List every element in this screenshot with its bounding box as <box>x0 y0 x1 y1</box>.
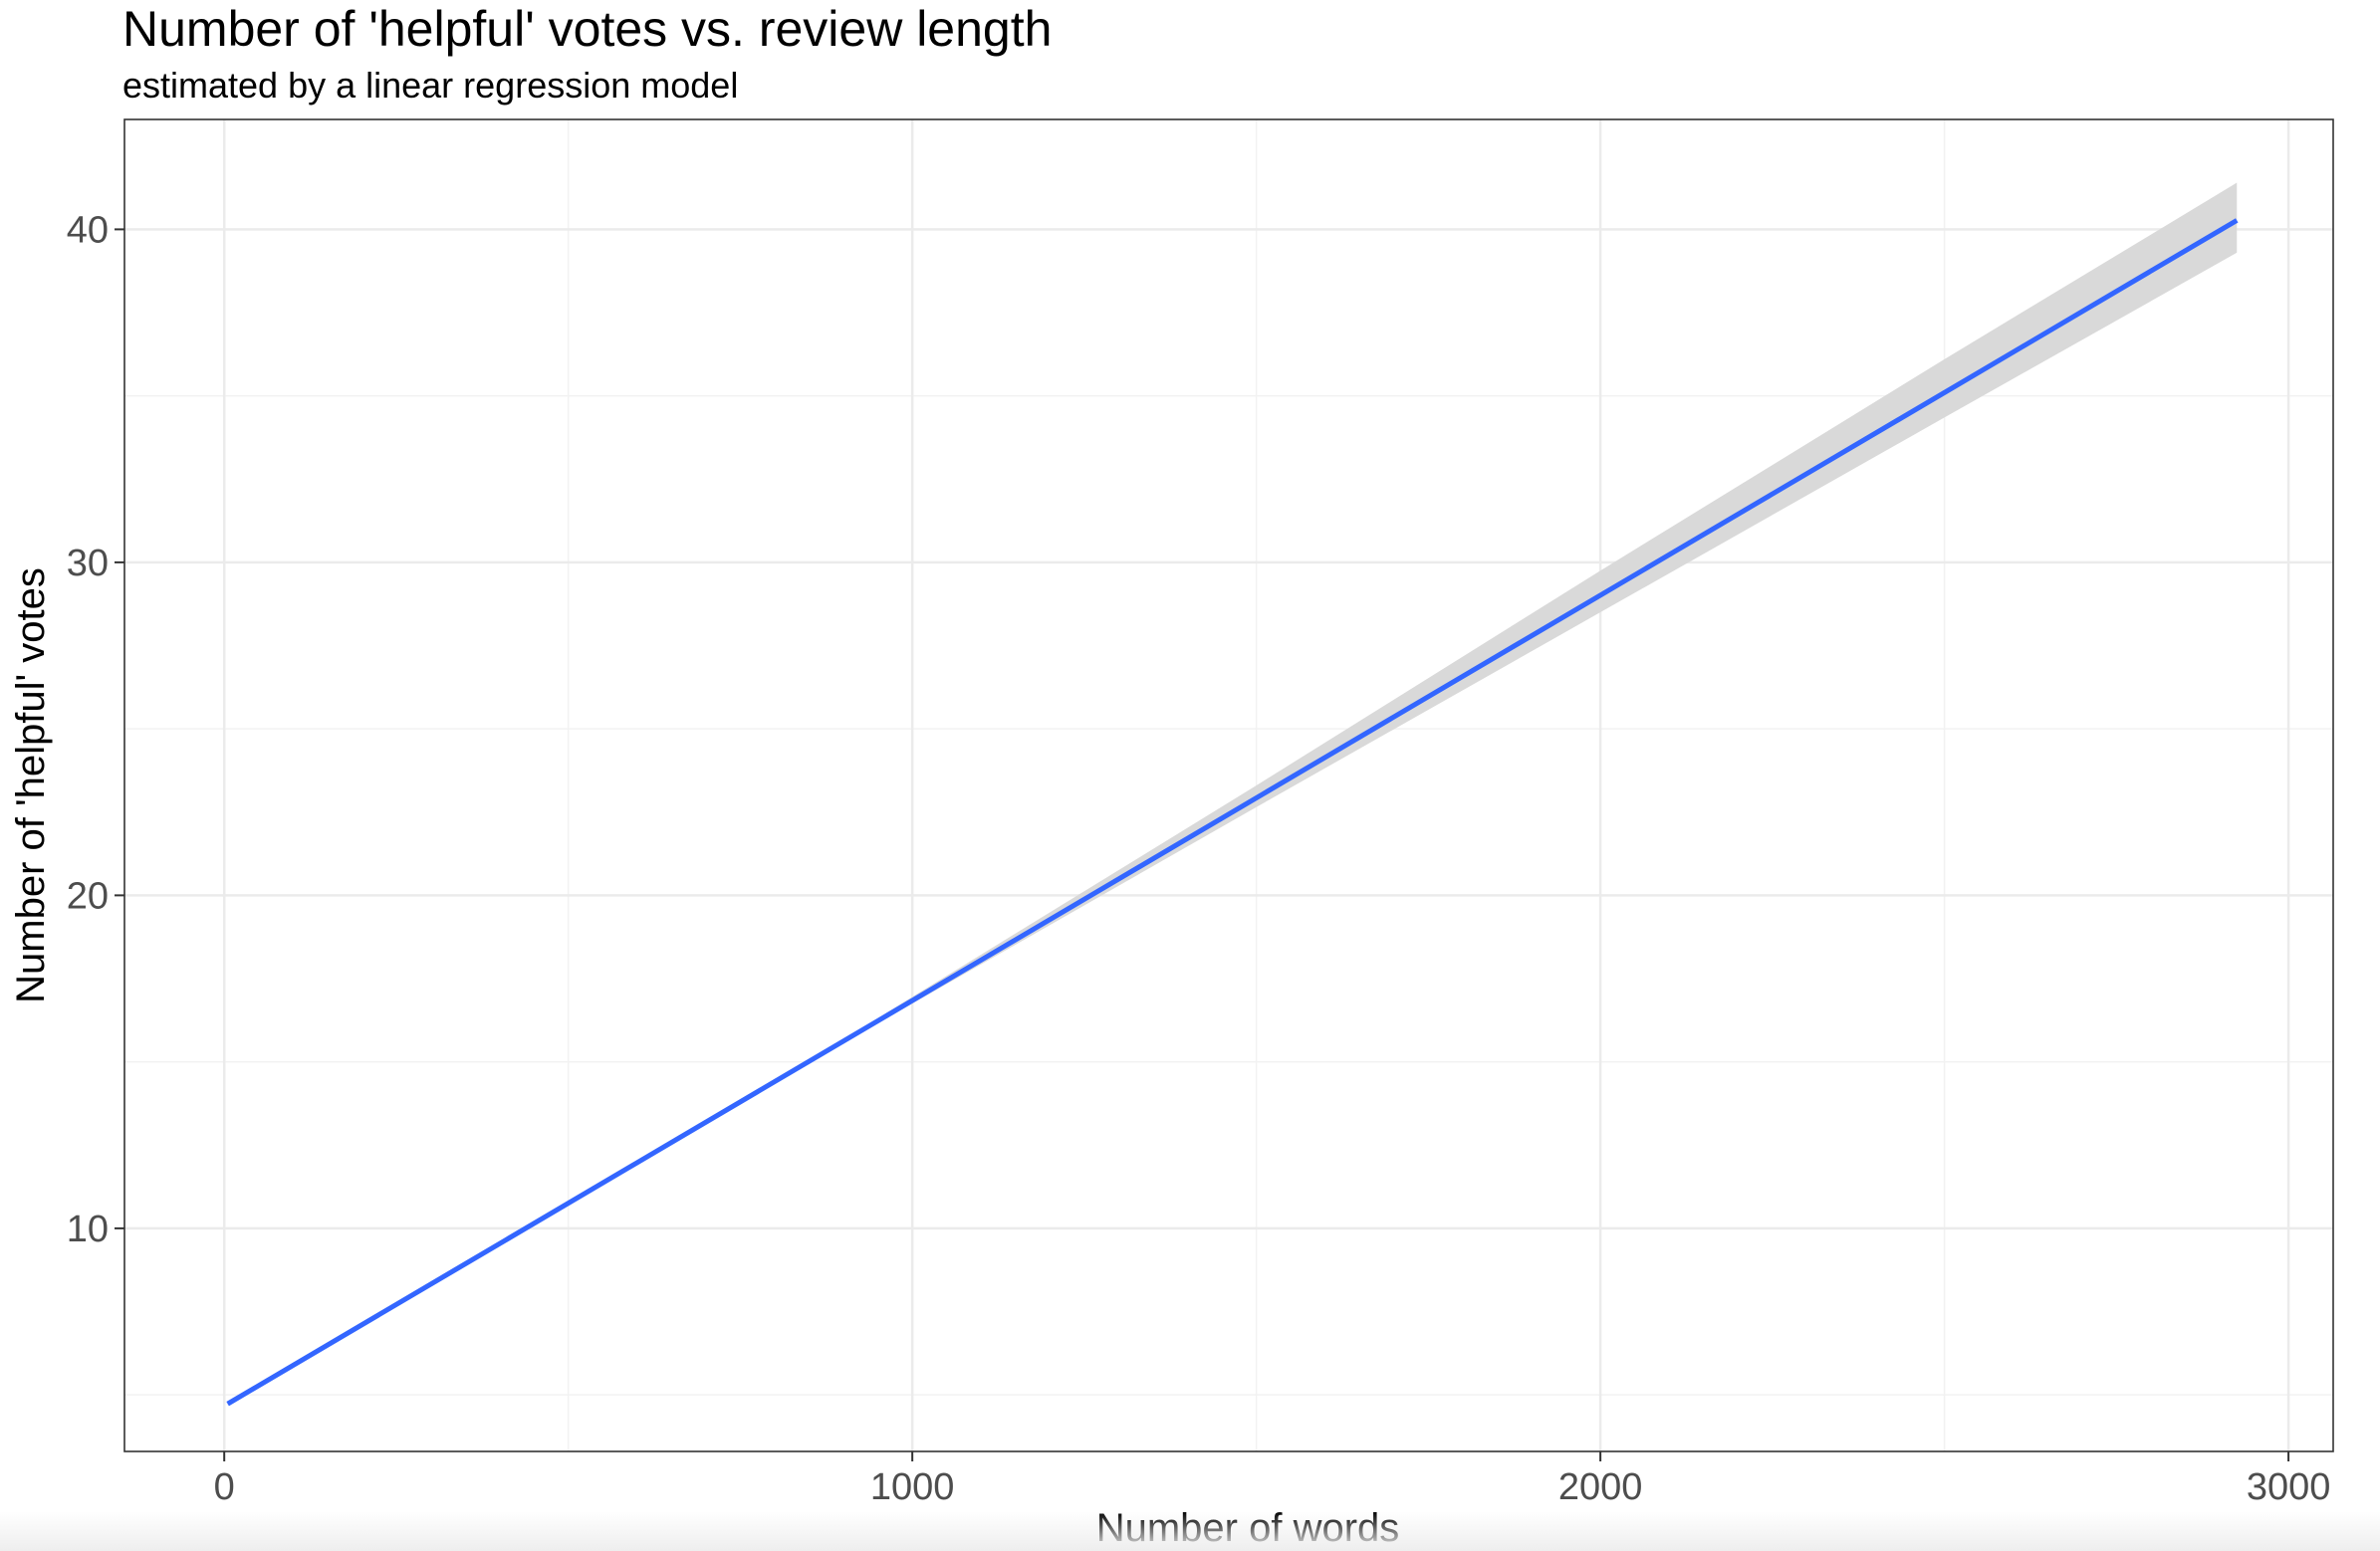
x-axis-title: Number of words <box>1096 1506 1400 1550</box>
x-tick-label-0: 0 <box>214 1466 235 1508</box>
y-axis: 10 20 30 40 <box>67 209 124 1250</box>
confidence-band-0 <box>227 182 2238 1406</box>
x-tick-label-2: 2000 <box>1558 1466 1643 1508</box>
chart-subtitle: estimated by a linear regression model <box>122 65 738 106</box>
plot-background <box>124 119 2333 1451</box>
plot-border <box>123 118 2334 1452</box>
y-axis-title: Number of 'helpful' votes <box>9 567 53 1003</box>
series-layer <box>226 182 2239 1407</box>
plot-area <box>123 118 2334 1452</box>
chart-title: Number of 'helpful' votes vs. review len… <box>122 1 1052 57</box>
x-tick-label-1: 1000 <box>870 1466 955 1508</box>
regression-line-0 <box>226 218 2239 1407</box>
y-tick-label-1: 20 <box>67 875 109 917</box>
major-gridlines <box>124 119 2333 1451</box>
x-tick-label-3: 3000 <box>2247 1466 2331 1508</box>
y-tick-label-0: 10 <box>67 1209 109 1250</box>
y-tick-label-2: 30 <box>67 543 109 584</box>
x-axis: 0 1000 2000 3000 <box>214 1451 2331 1508</box>
minor-gridlines <box>124 119 2333 1451</box>
y-tick-label-3: 40 <box>67 209 109 251</box>
